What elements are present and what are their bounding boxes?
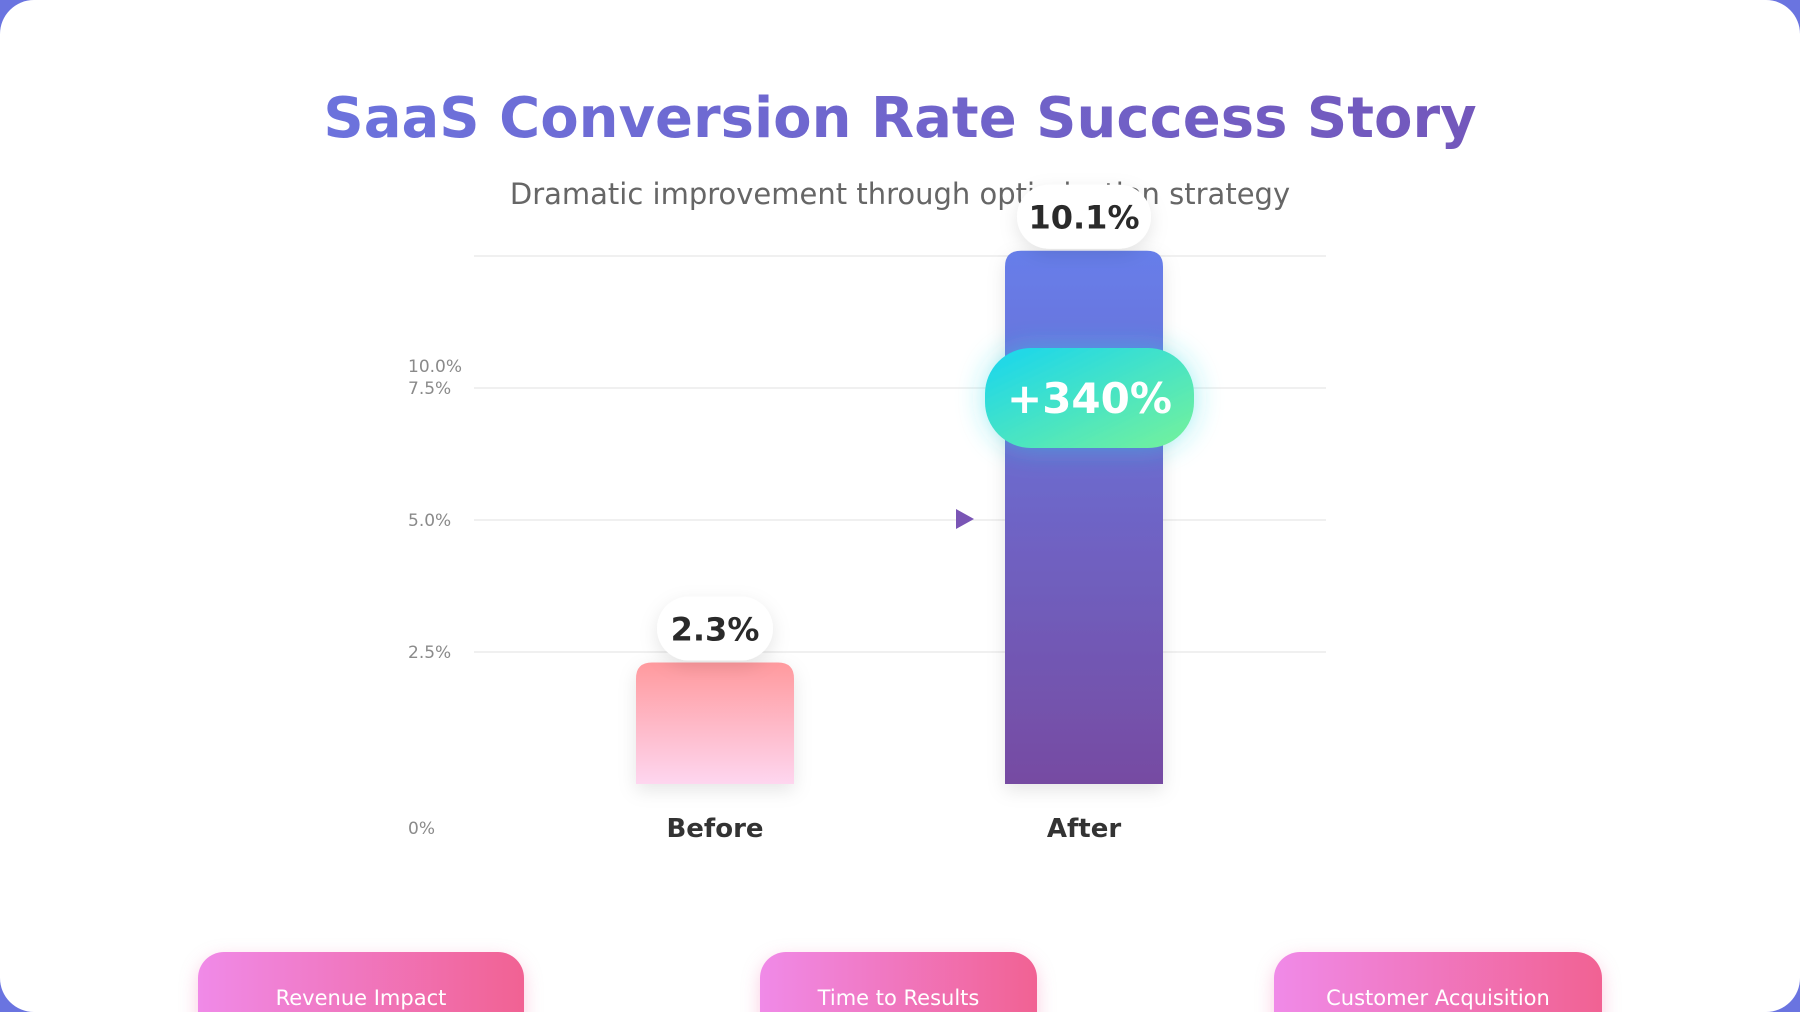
y-tick-label: 0% [408,819,435,839]
chart-subtitle: Dramatic improvement through optimizatio… [509,177,1291,211]
x-category-label: After [1047,814,1121,844]
chart-title: SaaS Conversion Rate Success Story [0,84,1800,154]
y-tick-label: 10.0% [408,357,462,377]
metric-card-customer-acquisition[interactable]: Customer Acquisition [1274,952,1602,1012]
growth-badge-text: +340% [1007,374,1172,423]
value-label-pill [657,596,773,661]
metric-card-label: Customer Acquisition [1326,986,1550,1010]
value-label: 2.3% [671,611,760,649]
x-category-label: Before [666,814,763,844]
metric-card-revenue-impact[interactable]: Revenue Impact [198,952,524,1012]
bar-before [636,662,794,784]
value-label-pill [1017,184,1151,249]
bar-after [1005,250,1163,785]
metric-card-label: Time to Results [817,986,980,1010]
progress-arrow-head [956,509,974,529]
growth-badge [985,348,1194,448]
metric-card-label: Revenue Impact [275,986,447,1010]
y-tick-label: 2.5% [408,643,451,663]
value-label: 10.1% [1028,199,1139,237]
metric-card-time-to-results[interactable]: Time to Results [760,952,1037,1012]
y-tick-label: 7.5% [408,379,451,399]
y-tick-label: 5.0% [408,511,451,531]
